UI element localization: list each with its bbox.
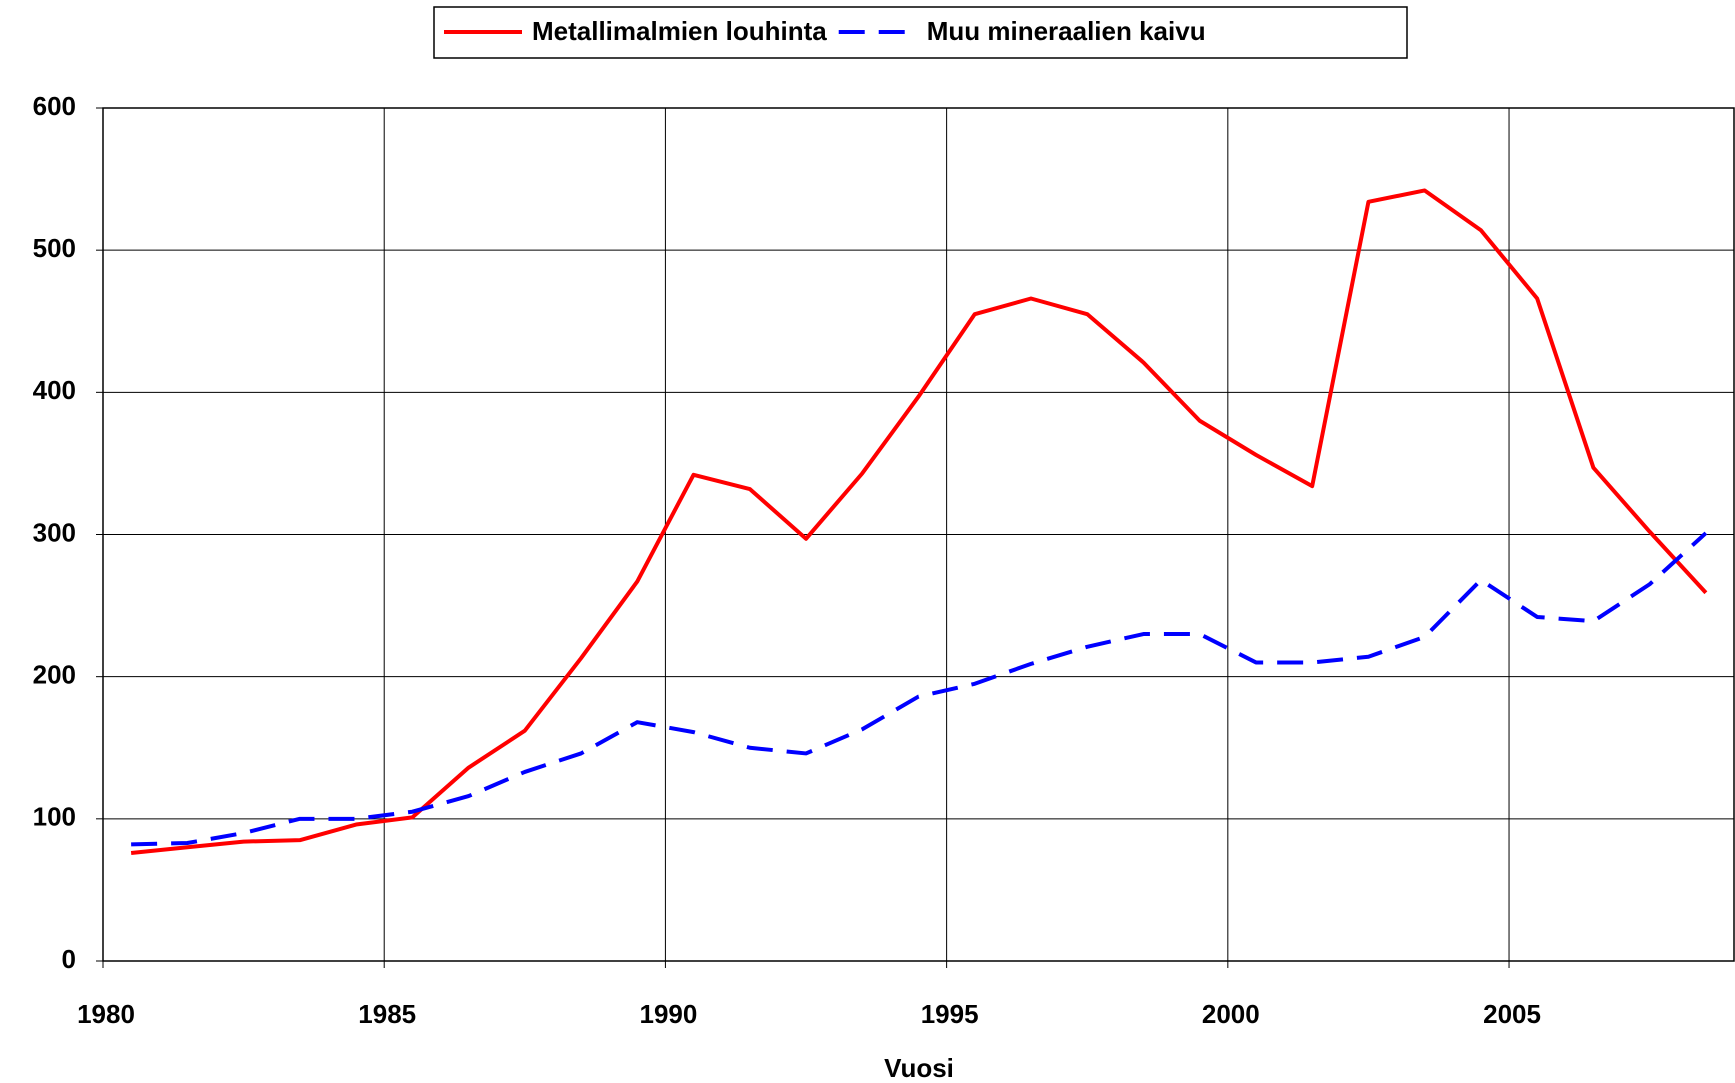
y-tick-label: 0 <box>62 944 76 974</box>
x-tick-label: 1980 <box>77 999 135 1029</box>
y-tick-label: 400 <box>33 375 76 405</box>
y-tick-label: 300 <box>33 517 76 547</box>
x-tick-label: 2005 <box>1483 999 1541 1029</box>
x-tick-label: 2000 <box>1202 999 1260 1029</box>
legend-box <box>433 6 1408 59</box>
x-tick-label: 1985 <box>358 999 416 1029</box>
y-tick-label: 100 <box>33 802 76 832</box>
series-line <box>130 188 1708 855</box>
plot-border <box>102 107 1735 962</box>
y-tick-label: 500 <box>33 233 76 263</box>
x-tick-label: 1990 <box>639 999 697 1029</box>
y-tick-label: 600 <box>33 91 76 121</box>
y-tick-label: 200 <box>33 660 76 690</box>
series-line <box>131 531 1708 847</box>
legend-label: Muu mineraalien kaivu <box>927 16 1206 46</box>
legend-label: Metallimalmien louhinta <box>532 16 827 46</box>
x-axis-label: Vuosi <box>884 1053 954 1083</box>
x-tick-label: 1995 <box>921 999 979 1029</box>
